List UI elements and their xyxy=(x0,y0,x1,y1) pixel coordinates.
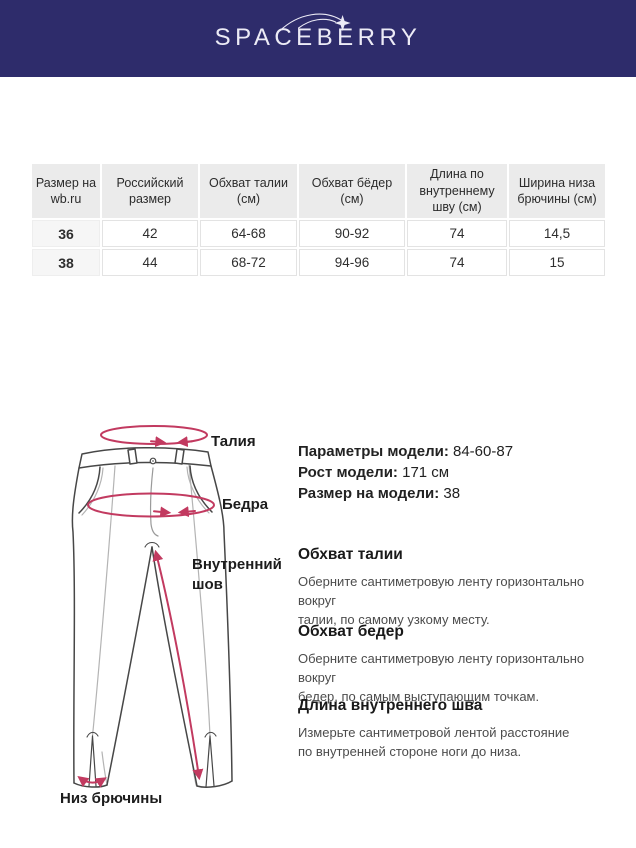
inseam-label: Внутренний шов xyxy=(192,556,282,593)
param-value: 171 см xyxy=(402,464,450,481)
table-cell: 14,5 xyxy=(509,220,605,247)
hips-label: Бедра xyxy=(222,496,269,513)
section-title: Длина внутреннего шва xyxy=(298,697,483,714)
section-body-line: Оберните сантиметровую ленту горизонталь… xyxy=(298,651,585,685)
trousers-diagram xyxy=(71,425,233,788)
col-header: Длина по внутреннему шву (см) xyxy=(407,164,507,218)
col-header: Размер на wb.ru xyxy=(32,164,100,218)
inseam-measure-arrow xyxy=(152,549,204,781)
model-info: Параметры модели: 84-60-87 Рост модели: … xyxy=(298,441,598,504)
col-header: Российский размер xyxy=(102,164,198,218)
section-body-line: по внутренней стороне ноги до низа. xyxy=(298,744,522,759)
table-row: 38 44 68-72 94-96 74 15 xyxy=(32,249,605,276)
table-cell: 90-92 xyxy=(299,220,405,247)
hem-label: Низ брючины xyxy=(60,790,163,807)
model-height-line: Рост модели: 171 см xyxy=(298,462,598,483)
col-header: Ширина низа брючины (см) xyxy=(509,164,605,218)
section-body-line: Измерьте сантиметровой лентой расстояние xyxy=(298,725,570,740)
table-cell: 38 xyxy=(32,249,100,276)
table-cell: 44 xyxy=(102,249,198,276)
table-cell: 64-68 xyxy=(200,220,297,247)
table-cell: 42 xyxy=(102,220,198,247)
table-row: 36 42 64-68 90-92 74 14,5 xyxy=(32,220,605,247)
param-label: Размер на модели: xyxy=(298,485,440,502)
table-header-row: Размер на wb.ru Российский размер Обхват… xyxy=(32,164,605,218)
section-body-line: бедер, по самым выступающим точкам. xyxy=(298,689,540,704)
table-cell: 74 xyxy=(407,249,507,276)
table-cell: 15 xyxy=(509,249,605,276)
brand-header: SPACEBERRY xyxy=(0,0,636,77)
param-label: Параметры модели: xyxy=(298,443,449,460)
brand-name: SPACEBERRY xyxy=(214,24,422,51)
param-value: 84-60-87 xyxy=(453,443,514,460)
param-label: Рост модели: xyxy=(298,464,398,481)
section-title: Обхват бедер xyxy=(298,623,404,640)
table-cell: 94-96 xyxy=(299,249,405,276)
col-header: Обхват бёдер (см) xyxy=(299,164,405,218)
section-body-line: талии, по самому узкому месту. xyxy=(298,612,490,627)
size-table: Размер на wb.ru Российский размер Обхват… xyxy=(30,162,607,278)
waist-measure-ellipse xyxy=(100,425,208,448)
hem-measure-arrow xyxy=(77,776,107,788)
section-waist: Обхват талии Оберните сантиметровую лент… xyxy=(298,546,598,629)
col-header: Обхват талии (см) xyxy=(200,164,297,218)
table-cell: 74 xyxy=(407,220,507,247)
table-cell: 68-72 xyxy=(200,249,297,276)
param-value: 38 xyxy=(443,485,461,502)
section-inseam: Длина внутреннего шва Измерьте сантиметр… xyxy=(298,697,598,761)
section-body-line: Оберните сантиметровую ленту горизонталь… xyxy=(298,574,585,608)
table-cell: 36 xyxy=(32,220,100,247)
model-params-line: Параметры модели: 84-60-87 xyxy=(298,441,598,462)
hips-measure-ellipse xyxy=(87,492,215,518)
model-size-line: Размер на модели: 38 xyxy=(298,483,598,504)
star-glyph xyxy=(334,15,351,31)
section-hips: Обхват бедер Оберните сантиметровую лент… xyxy=(298,623,598,706)
brand-logo: SPACEBERRY xyxy=(214,13,422,52)
shooting-star-icon xyxy=(279,13,351,32)
section-title: Обхват талии xyxy=(298,546,403,563)
waist-label: Талия xyxy=(211,433,256,450)
